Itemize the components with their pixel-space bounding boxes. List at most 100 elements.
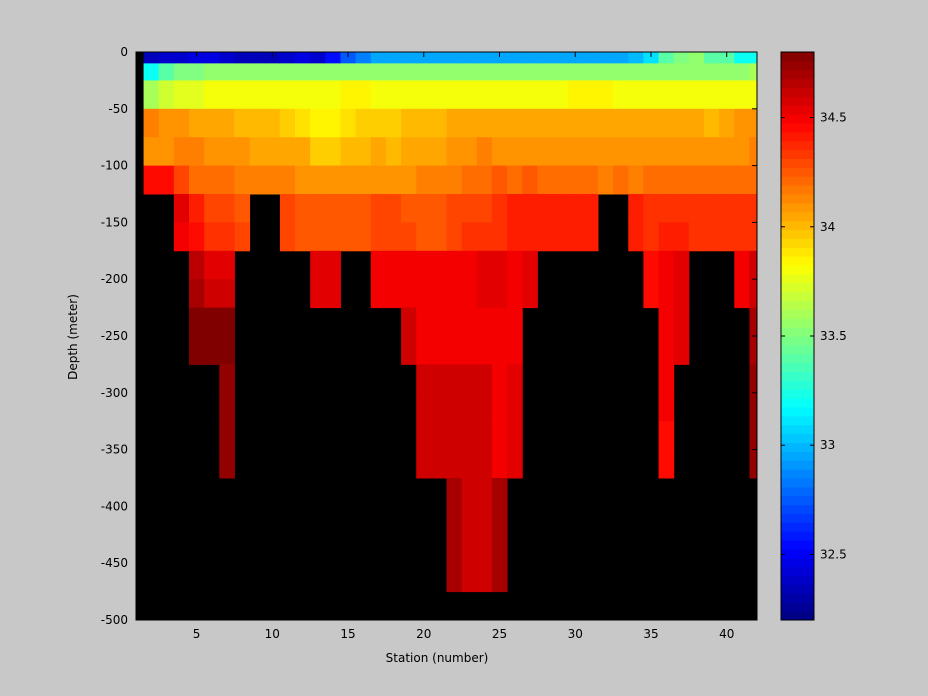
heatmap-cell (325, 222, 341, 252)
heatmap-cell (204, 108, 220, 138)
colorbar-segment (781, 78, 814, 89)
y-tick-label: -300 (101, 386, 128, 400)
colorbar-segment (781, 158, 814, 168)
heatmap-cell (461, 279, 478, 309)
heatmap-cell (643, 194, 660, 223)
heatmap-cell (491, 534, 508, 564)
heatmap-cell (279, 52, 296, 64)
heatmap-cell (749, 449, 758, 479)
heatmap-cell (688, 137, 705, 167)
heatmap-cell (628, 165, 644, 195)
heatmap-cell (189, 108, 205, 138)
heatmap-cell (491, 364, 508, 394)
heatmap-cell (476, 364, 493, 394)
heatmap-cell (673, 222, 690, 252)
heatmap-cell (734, 194, 750, 223)
colorbar-segment (781, 105, 814, 115)
heatmap-cell (461, 392, 478, 422)
heatmap-cell (749, 279, 758, 309)
heatmap-cell (461, 534, 478, 564)
heatmap-cell (491, 478, 508, 507)
heatmap-cell (719, 137, 735, 167)
heatmap-cell (658, 52, 675, 64)
colorbar-segment (781, 540, 814, 550)
heatmap-cell (749, 52, 758, 64)
heatmap-cell (476, 421, 493, 451)
heatmap-cell (461, 222, 478, 252)
colorbar-segment (781, 486, 814, 497)
heatmap-cell (507, 222, 523, 252)
heatmap-cell (476, 392, 493, 422)
heatmap-cell (734, 279, 750, 309)
heatmap-cell (279, 108, 296, 138)
colorbar-segment (781, 602, 814, 612)
heatmap-cell (431, 63, 447, 81)
heatmap-cell (567, 108, 584, 138)
heatmap-cell (658, 63, 675, 81)
heatmap-cell (204, 222, 220, 252)
heatmap-cell (613, 137, 629, 167)
heatmap-cell (158, 52, 175, 64)
heatmap-cell (446, 165, 463, 195)
heatmap-cell (355, 108, 372, 138)
heatmap-cell (234, 165, 251, 195)
heatmap-cell (370, 137, 387, 167)
heatmap-cell (673, 336, 690, 365)
heatmap-cell (189, 165, 205, 195)
heatmap-cell (476, 63, 493, 81)
heatmap-cell (491, 506, 508, 536)
x-tick-label: 35 (643, 627, 658, 641)
heatmap-cell (507, 392, 523, 422)
heatmap-cell (295, 137, 311, 167)
heatmap-cell (264, 108, 281, 138)
heatmap-cell (582, 194, 599, 223)
heatmap-cell (234, 194, 251, 223)
heatmap-cell (658, 137, 675, 167)
heatmap-cell (204, 279, 220, 309)
heatmap-cell (204, 194, 220, 223)
heatmap-cell (325, 108, 341, 138)
heatmap-cell (446, 80, 463, 110)
heatmap-cell (703, 52, 720, 64)
heatmap-cell (476, 506, 493, 536)
heatmap-cell (643, 80, 660, 110)
heatmap-cell (673, 250, 690, 280)
heatmap-cell (597, 80, 614, 110)
heatmap-cell (507, 421, 523, 451)
heatmap-cell (476, 137, 493, 167)
heatmap-cell (219, 165, 235, 195)
heatmap-cell (234, 52, 251, 64)
heatmap-cell (189, 250, 205, 280)
heatmap-cell (355, 165, 372, 195)
heatmap-cell (249, 80, 266, 110)
x-tick-label: 30 (568, 627, 583, 641)
heatmap-cell (279, 165, 296, 195)
heatmap-cell (613, 80, 629, 110)
x-axis-label: Station (number) (386, 651, 489, 665)
heatmap-cell (491, 52, 508, 64)
heatmap-cell (658, 364, 675, 394)
colorbar-segment (781, 87, 814, 97)
y-tick-label: -500 (101, 613, 128, 627)
heatmap-cell (310, 279, 326, 309)
heatmap-cell (234, 137, 251, 167)
heatmap-cell (370, 194, 387, 223)
heatmap-cell (310, 52, 326, 64)
colorbar-segment (781, 424, 814, 435)
heatmap-cell (476, 250, 493, 280)
heatmap-cell (461, 63, 478, 81)
heatmap-cell (688, 52, 705, 64)
heatmap-cell (643, 222, 660, 252)
heatmap-cell (491, 63, 508, 81)
heatmap-cell (582, 80, 599, 110)
heatmap-cell (491, 392, 508, 422)
y-tick-label: 0 (120, 45, 128, 59)
heatmap-cell (567, 137, 584, 167)
colorbar-segment (781, 60, 814, 71)
heatmap-cell (507, 63, 523, 81)
heatmap-cell (446, 307, 463, 337)
heatmap-cell (143, 63, 160, 81)
heatmap-cell (446, 250, 463, 280)
heatmap-cell (658, 392, 675, 422)
heatmap-cell (310, 108, 326, 138)
